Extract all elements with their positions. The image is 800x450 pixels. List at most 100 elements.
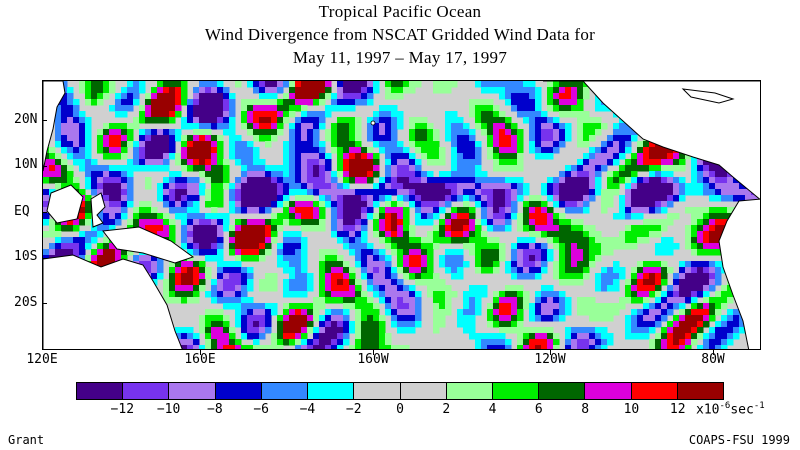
divergence-cell xyxy=(325,267,332,274)
divergence-cell xyxy=(679,333,686,340)
divergence-cell xyxy=(493,249,500,256)
divergence-cell xyxy=(211,171,218,178)
divergence-cell xyxy=(313,87,320,94)
divergence-cell xyxy=(625,135,632,142)
divergence-cell xyxy=(313,93,320,100)
divergence-cell xyxy=(355,303,362,310)
divergence-cell xyxy=(709,213,716,220)
divergence-cell xyxy=(409,327,416,334)
divergence-cell xyxy=(277,213,284,220)
divergence-cell xyxy=(331,249,338,256)
divergence-cell xyxy=(103,189,110,196)
divergence-cell xyxy=(397,327,404,334)
divergence-cell xyxy=(193,213,200,220)
divergence-cell xyxy=(121,123,128,130)
divergence-cell xyxy=(325,285,332,292)
divergence-cell xyxy=(163,177,170,184)
divergence-cell xyxy=(235,339,242,346)
divergence-cell xyxy=(553,99,560,106)
divergence-cell xyxy=(217,87,224,94)
divergence-cell xyxy=(487,177,494,184)
divergence-cell xyxy=(109,147,116,154)
divergence-cell xyxy=(235,225,242,232)
divergence-cell xyxy=(523,201,530,208)
divergence-cell xyxy=(181,87,188,94)
divergence-cell xyxy=(265,123,272,130)
divergence-cell xyxy=(733,315,740,322)
divergence-cell xyxy=(229,273,236,280)
divergence-cell xyxy=(331,177,338,184)
divergence-cell xyxy=(415,261,422,268)
divergence-cell xyxy=(193,195,200,202)
divergence-cell xyxy=(721,195,728,202)
divergence-cell xyxy=(289,159,296,166)
divergence-cell xyxy=(517,273,524,280)
divergence-cell xyxy=(571,261,578,268)
divergence-cell xyxy=(103,249,110,256)
divergence-cell xyxy=(571,207,578,214)
divergence-cell xyxy=(457,237,464,244)
divergence-cell xyxy=(259,201,266,208)
divergence-cell xyxy=(223,171,230,178)
divergence-cell xyxy=(349,291,356,298)
divergence-cell xyxy=(727,339,734,346)
divergence-cell xyxy=(637,141,644,148)
divergence-cell xyxy=(517,237,524,244)
divergence-cell xyxy=(403,153,410,160)
divergence-cell xyxy=(205,213,212,220)
divergence-cell xyxy=(235,219,242,226)
divergence-cell xyxy=(307,345,314,349)
divergence-cell xyxy=(535,213,542,220)
divergence-cell xyxy=(163,111,170,118)
divergence-cell xyxy=(529,315,536,322)
divergence-cell xyxy=(631,321,638,328)
divergence-cell xyxy=(325,201,332,208)
divergence-cell xyxy=(271,201,278,208)
divergence-cell xyxy=(583,231,590,238)
divergence-cell xyxy=(451,111,458,118)
lon-label-160e: 160E xyxy=(184,352,216,367)
divergence-cell xyxy=(367,315,374,322)
divergence-cell xyxy=(367,285,374,292)
divergence-cell xyxy=(565,243,572,250)
divergence-cell xyxy=(349,225,356,232)
divergence-cell xyxy=(253,339,260,346)
divergence-cell xyxy=(277,171,284,178)
divergence-cell xyxy=(319,219,326,226)
divergence-cell xyxy=(475,81,482,88)
divergence-cell xyxy=(691,249,698,256)
divergence-cell xyxy=(247,195,254,202)
divergence-cell xyxy=(67,99,74,106)
divergence-cell xyxy=(679,291,686,298)
divergence-cell xyxy=(463,207,470,214)
divergence-cell xyxy=(679,267,686,274)
divergence-cell xyxy=(475,291,482,298)
divergence-cell xyxy=(223,333,230,340)
divergence-cell xyxy=(193,267,200,274)
divergence-cell xyxy=(361,171,368,178)
divergence-cell xyxy=(145,153,152,160)
divergence-cell xyxy=(637,195,644,202)
divergence-cell xyxy=(205,111,212,118)
color-scale-swatch xyxy=(308,383,355,399)
divergence-cell xyxy=(655,153,662,160)
divergence-cell xyxy=(469,159,476,166)
divergence-cell xyxy=(535,87,542,94)
divergence-cell xyxy=(433,87,440,94)
divergence-cell xyxy=(595,255,602,262)
divergence-cell xyxy=(703,273,710,280)
divergence-cell xyxy=(541,291,548,298)
divergence-cell xyxy=(439,207,446,214)
divergence-cell xyxy=(409,297,416,304)
divergence-cell xyxy=(493,207,500,214)
divergence-cell xyxy=(217,339,224,346)
divergence-cell xyxy=(427,159,434,166)
divergence-cell xyxy=(631,285,638,292)
divergence-cell xyxy=(421,267,428,274)
divergence-cell xyxy=(295,189,302,196)
divergence-cell xyxy=(661,207,668,214)
divergence-cell xyxy=(475,225,482,232)
divergence-cell xyxy=(649,231,656,238)
divergence-cell xyxy=(655,225,662,232)
divergence-cell xyxy=(301,189,308,196)
